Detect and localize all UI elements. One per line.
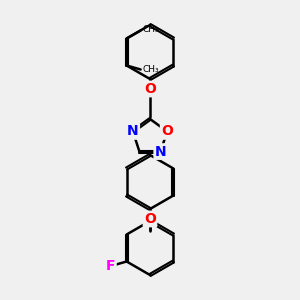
Text: O: O — [144, 82, 156, 96]
Text: CH₃: CH₃ — [142, 25, 159, 34]
Text: O: O — [161, 124, 173, 138]
Text: F: F — [106, 259, 116, 272]
Text: N: N — [127, 124, 139, 138]
Text: CH₃: CH₃ — [142, 65, 159, 74]
Text: O: O — [144, 212, 156, 226]
Text: N: N — [155, 145, 167, 159]
